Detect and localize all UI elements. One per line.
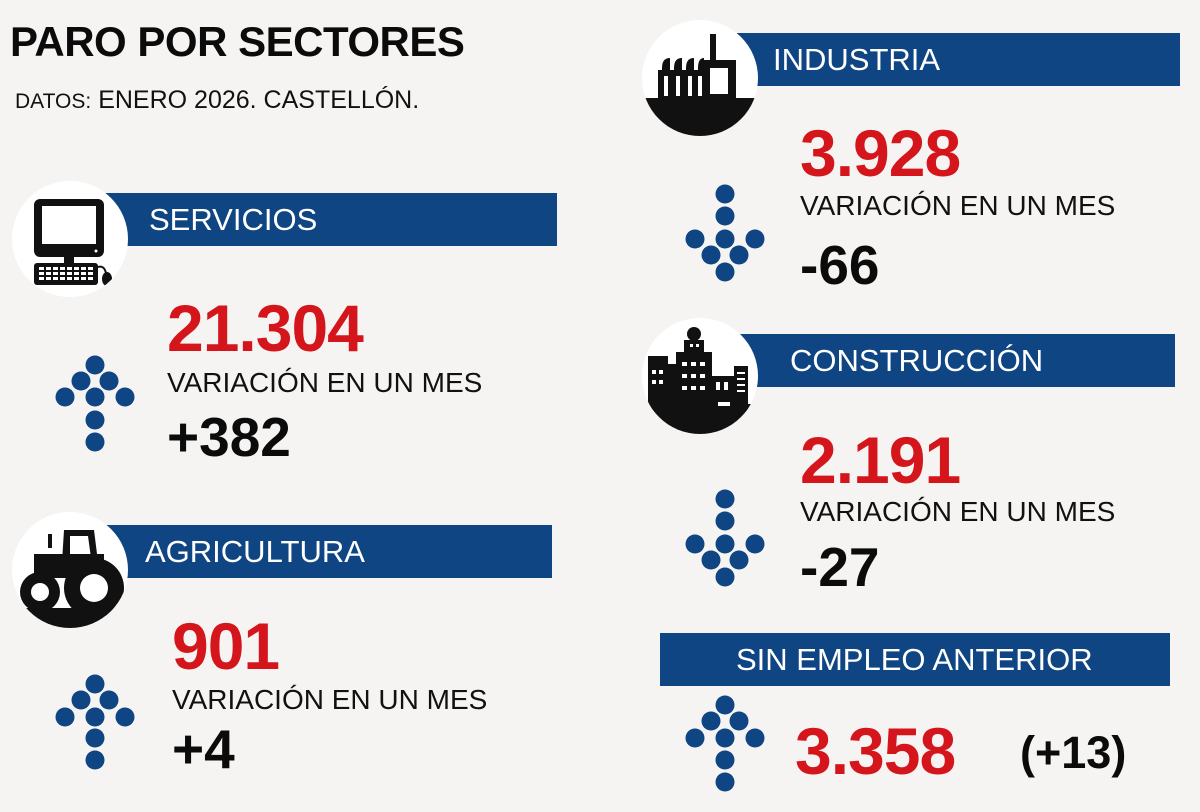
- subtitle-date-place: ENERO 2026. CASTELLÓN.: [98, 86, 420, 114]
- sector-value: 3.928: [800, 116, 961, 190]
- sector-label: INDUSTRIA: [773, 42, 941, 77]
- arrow-down-icon: [670, 477, 780, 597]
- arrow-up-icon: [670, 685, 780, 805]
- computer-icon: [12, 181, 128, 297]
- sector-label: CONSTRUCCIÓN: [790, 343, 1044, 378]
- variation-label: VARIACIÓN EN UN MES: [167, 367, 483, 398]
- variation-value: +4: [172, 718, 235, 780]
- variation-value: +382: [167, 406, 291, 468]
- sector-band-sin-empleo-anterior: SIN EMPLEO ANTERIOR: [660, 633, 1170, 686]
- city-buildings-icon: [642, 318, 758, 434]
- sector-label: SIN EMPLEO ANTERIOR: [736, 642, 1093, 677]
- sector-band-construccion: CONSTRUCCIÓN: [725, 334, 1175, 387]
- sector-band-agricultura: AGRICULTURA: [95, 525, 552, 578]
- variation-label: VARIACIÓN EN UN MES: [172, 684, 488, 715]
- factory-icon: [642, 20, 758, 136]
- page-title: PARO POR SECTORES: [10, 18, 465, 65]
- sector-label: SERVICIOS: [149, 202, 318, 237]
- page-subtitle: DATOS: ENERO 2026. CASTELLÓN.: [15, 86, 419, 115]
- arrow-up-icon: [40, 345, 150, 465]
- sector-band-industria: INDUSTRIA: [725, 33, 1180, 86]
- variation-label: VARIACIÓN EN UN MES: [800, 496, 1116, 527]
- sector-value: 901: [172, 609, 280, 683]
- sector-label: AGRICULTURA: [145, 534, 365, 569]
- tractor-icon: [12, 512, 128, 628]
- variation-value: (+13): [1020, 727, 1127, 778]
- subtitle-prefix: DATOS:: [15, 90, 92, 113]
- arrow-up-icon: [40, 662, 150, 782]
- sector-value: 2.191: [800, 423, 961, 497]
- variation-value: -66: [800, 234, 880, 296]
- arrow-down-icon: [670, 172, 780, 292]
- sector-value: 21.304: [167, 291, 364, 365]
- sector-band-servicios: SERVICIOS: [95, 193, 557, 246]
- variation-label: VARIACIÓN EN UN MES: [800, 190, 1116, 221]
- variation-value: -27: [800, 536, 880, 598]
- sector-value: 3.358: [795, 714, 956, 788]
